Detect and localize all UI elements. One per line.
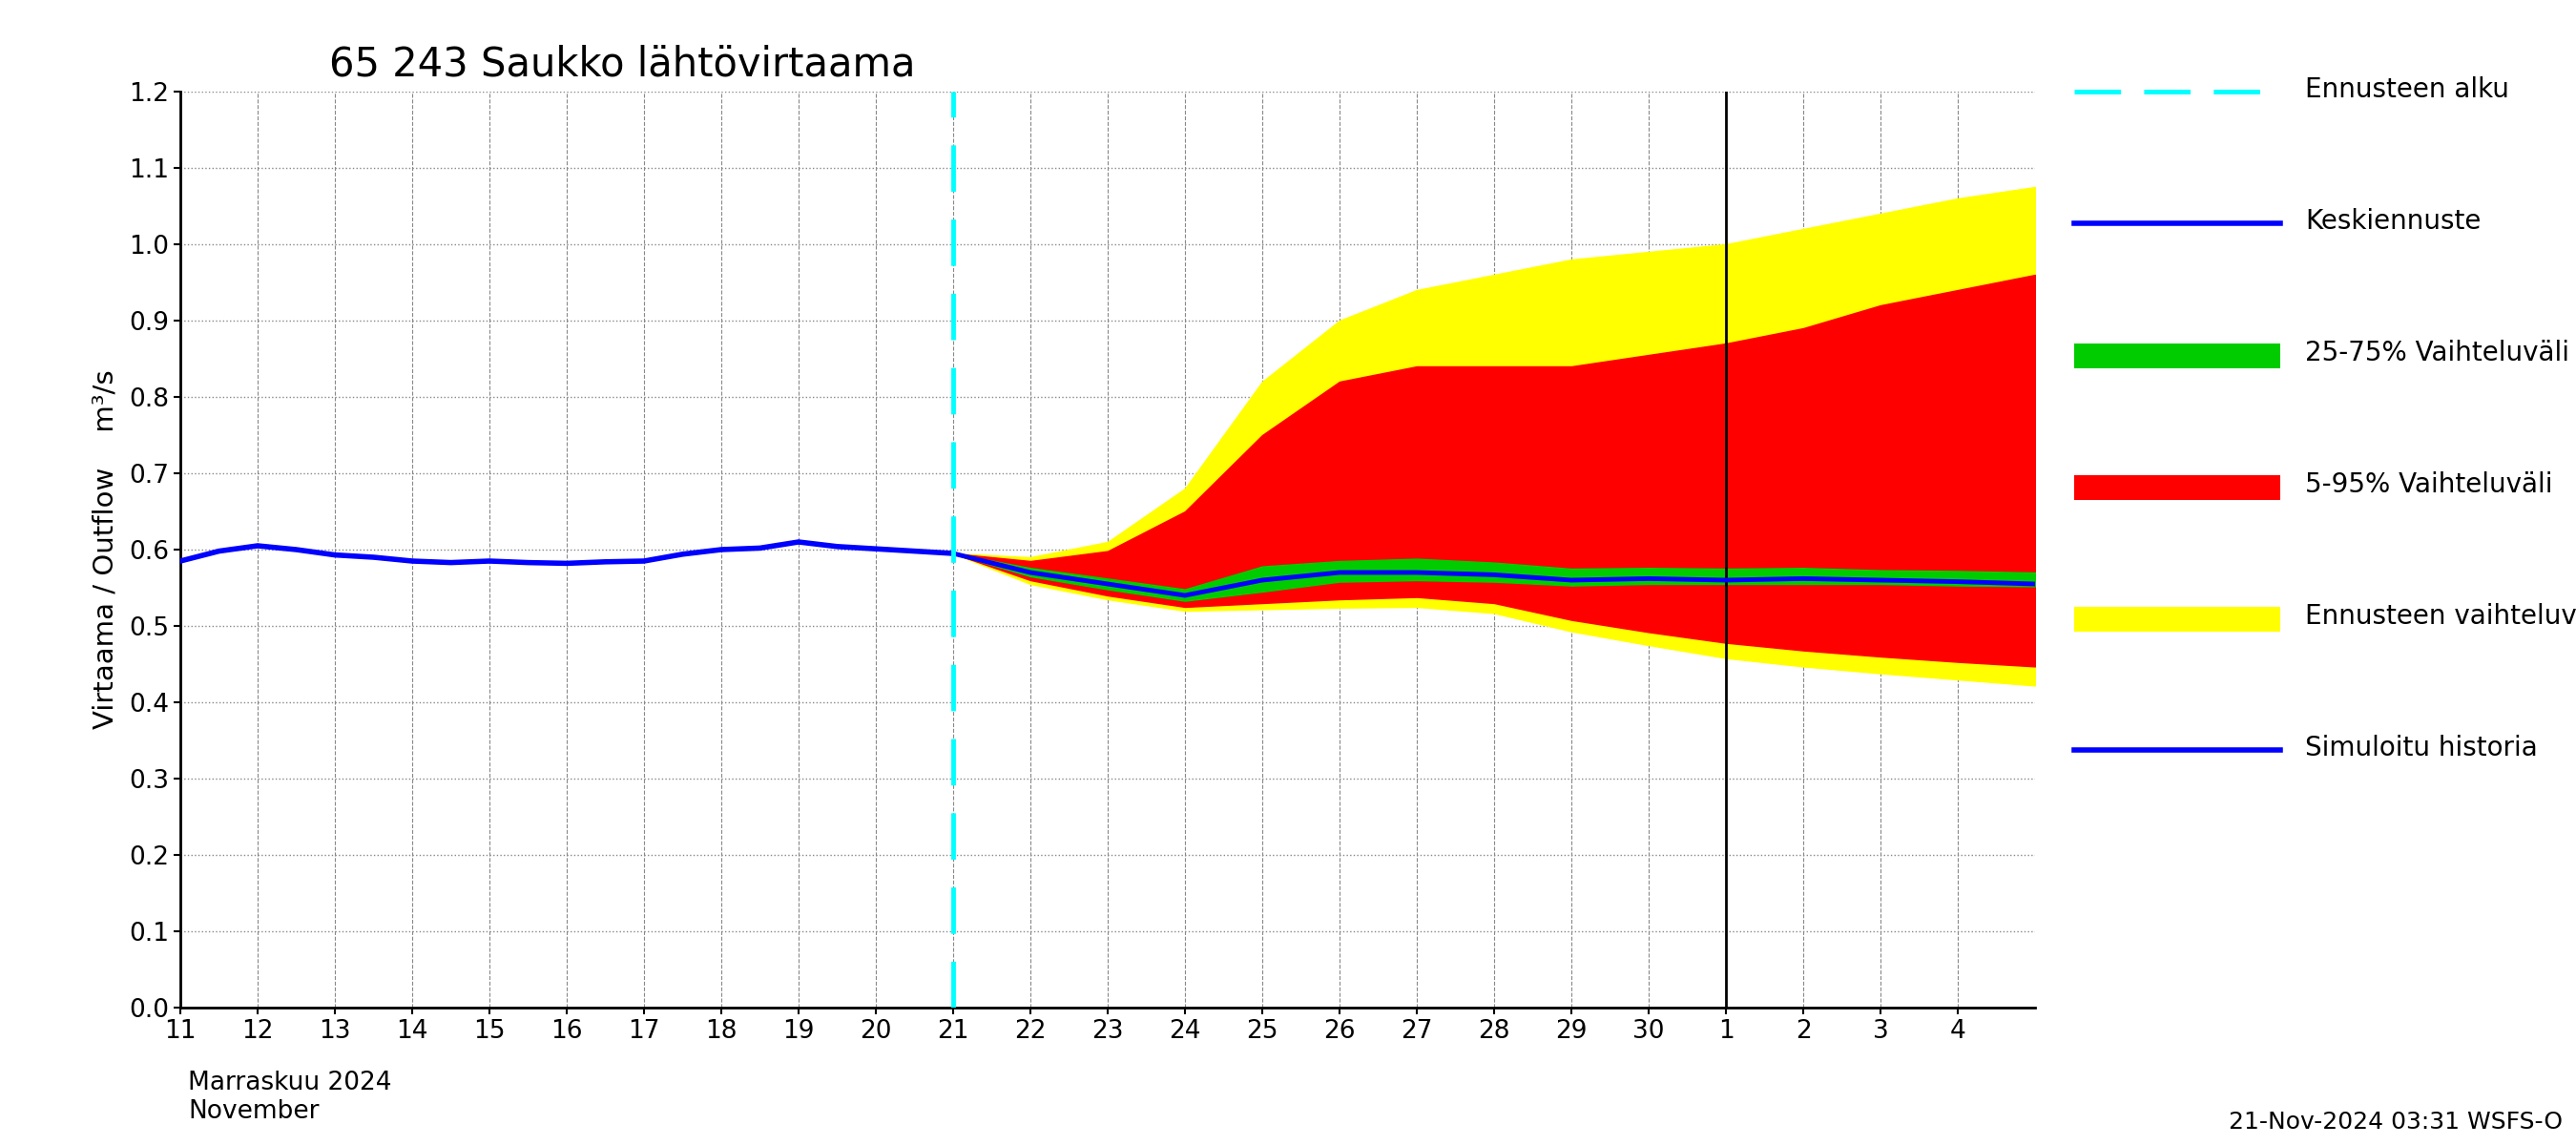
Text: 21-Nov-2024 03:31 WSFS-O: 21-Nov-2024 03:31 WSFS-O xyxy=(2228,1111,2563,1134)
Text: 5-95% Vaihteluväli: 5-95% Vaihteluväli xyxy=(2306,471,2553,498)
Text: Simuloitu historia: Simuloitu historia xyxy=(2306,734,2537,761)
Text: Keskiennuste: Keskiennuste xyxy=(2306,207,2481,235)
Text: Marraskuu 2024
November: Marraskuu 2024 November xyxy=(188,1071,392,1124)
Text: 25-75% Vaihteluväli: 25-75% Vaihteluväli xyxy=(2306,339,2571,366)
Y-axis label: Virtaama / Outflow    m³/s: Virtaama / Outflow m³/s xyxy=(93,370,118,729)
Text: Ennusteen vaihteluväli: Ennusteen vaihteluväli xyxy=(2306,602,2576,630)
Text: Ennusteen alku: Ennusteen alku xyxy=(2306,76,2509,103)
Text: 65 243 Saukko lähtövirtaama: 65 243 Saukko lähtövirtaama xyxy=(330,45,914,85)
